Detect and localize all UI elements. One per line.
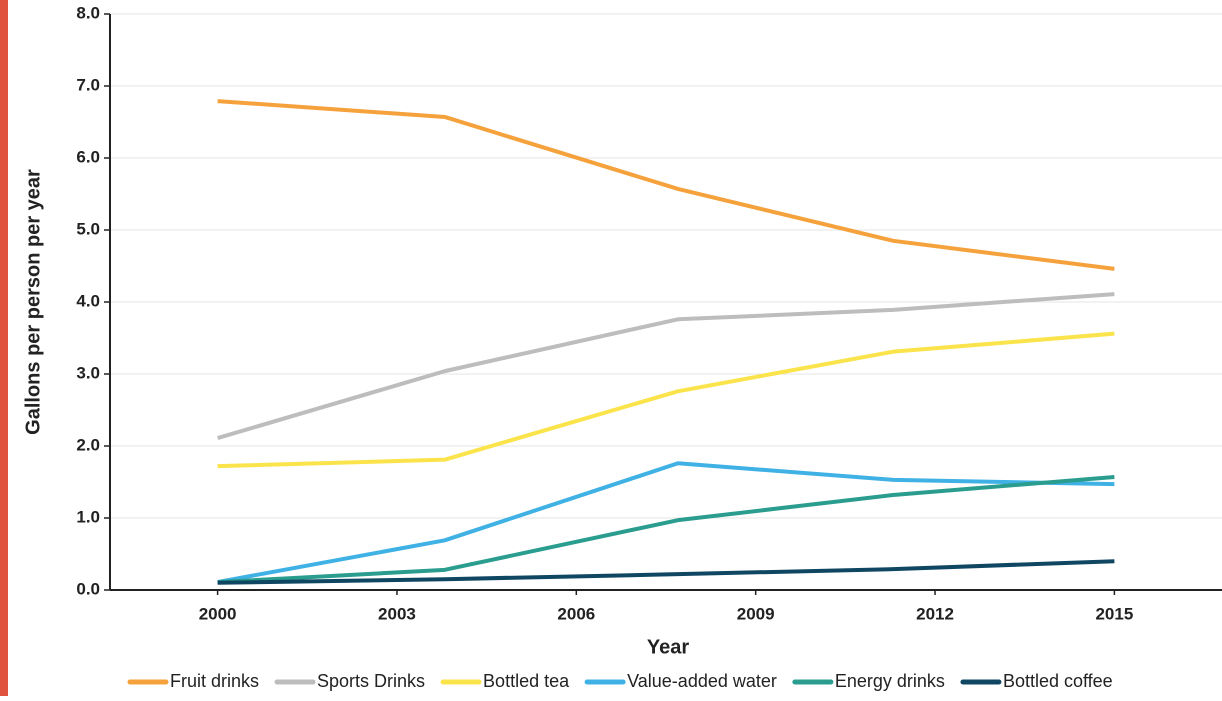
line-series xyxy=(217,559,1115,585)
y-tick-label: 5.0 xyxy=(76,219,100,238)
legend-label: Sports Drinks xyxy=(317,671,425,691)
line-series xyxy=(217,461,1115,585)
line-series xyxy=(217,474,1115,585)
y-tick-label: 4.0 xyxy=(76,291,100,310)
x-axis-title: Year xyxy=(647,636,689,658)
y-tick-label: 7.0 xyxy=(76,75,100,94)
x-tick-label: 2000 xyxy=(199,604,237,623)
legend-label: Bottled coffee xyxy=(1003,671,1113,691)
y-tick-label: 2.0 xyxy=(76,435,100,454)
line-series xyxy=(217,331,1115,469)
line-series xyxy=(217,99,1115,271)
legend-label: Fruit drinks xyxy=(170,671,259,691)
y-tick-label: 3.0 xyxy=(76,363,100,382)
y-tick-label: 1.0 xyxy=(76,507,100,526)
y-tick-label: 0.0 xyxy=(76,579,100,598)
legend-label: Bottled tea xyxy=(483,671,570,691)
x-tick-label: 2009 xyxy=(737,604,775,623)
legend-label: Energy drinks xyxy=(835,671,945,691)
x-tick-label: 2012 xyxy=(916,604,954,623)
x-tick-label: 2015 xyxy=(1095,604,1133,623)
line-series xyxy=(217,292,1115,440)
legend-label: Value-added water xyxy=(627,671,777,691)
y-tick-label: 8.0 xyxy=(76,3,100,22)
y-axis-title: Gallons per person per year xyxy=(22,169,44,435)
x-tick-label: 2003 xyxy=(378,604,416,623)
y-tick-label: 6.0 xyxy=(76,147,100,166)
side-bar xyxy=(0,0,8,696)
x-tick-label: 2006 xyxy=(557,604,595,623)
